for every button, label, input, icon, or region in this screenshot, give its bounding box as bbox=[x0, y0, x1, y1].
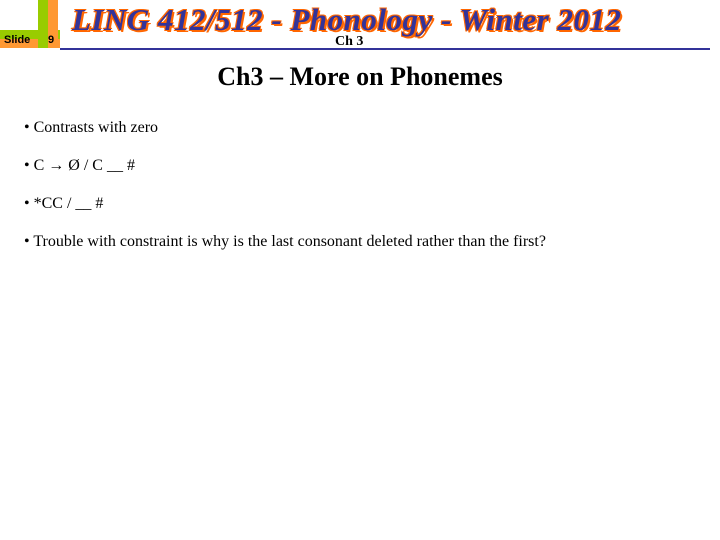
divider-line bbox=[60, 48, 710, 50]
course-title: LING 412/512 - Phonology - Winter 2012 bbox=[72, 2, 621, 38]
bullet-item: • *CC / __ # bbox=[24, 194, 696, 214]
slide-number: 9 bbox=[48, 34, 54, 46]
vert-bar-green bbox=[38, 0, 48, 48]
slide-label: Slide bbox=[4, 34, 30, 46]
bullet-item: • C → Ø / C __ # bbox=[24, 156, 696, 176]
bullet-item: • Contrasts with zero bbox=[24, 118, 696, 138]
content-area: • Contrasts with zero • C → Ø / C __ # •… bbox=[24, 118, 696, 270]
slide-title: Ch3 – More on Phonemes bbox=[0, 62, 720, 92]
bullet-item: • Trouble with constraint is why is the … bbox=[24, 232, 696, 252]
